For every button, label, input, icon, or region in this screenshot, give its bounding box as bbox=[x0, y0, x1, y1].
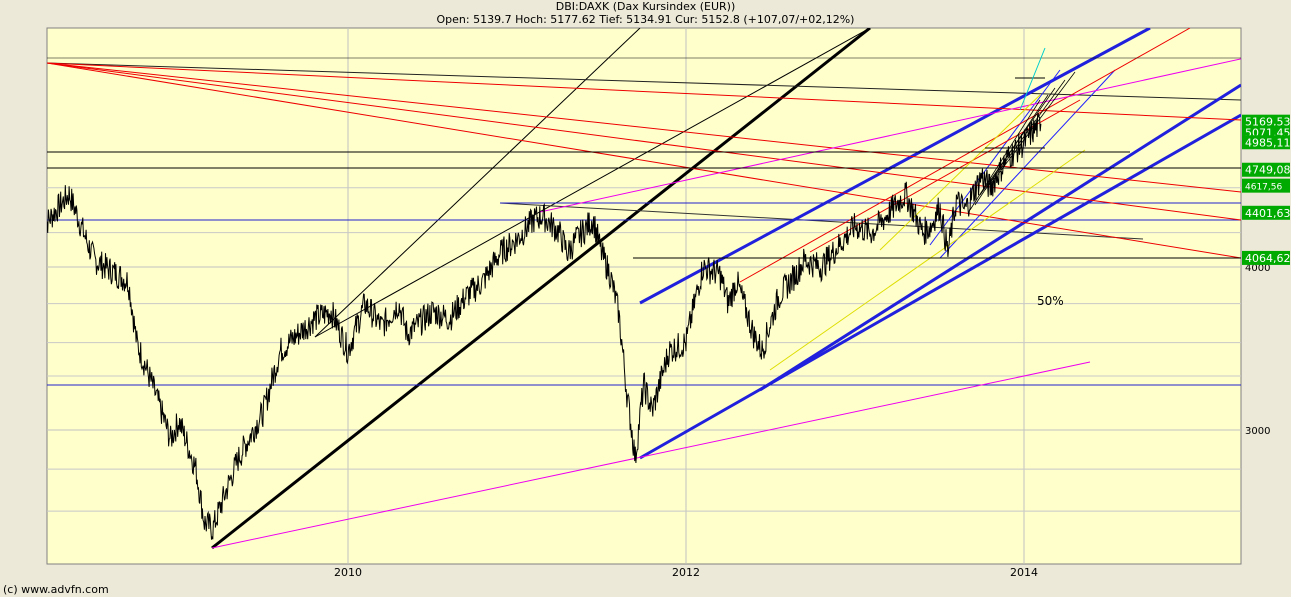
trendline bbox=[879, 94, 1041, 251]
trendline bbox=[314, 28, 871, 338]
price-label-text: 4749,08 bbox=[1245, 164, 1291, 177]
quote-line: Open: 5139.7 Hoch: 5177.62 Tief: 5134.91… bbox=[436, 13, 855, 26]
trendline bbox=[47, 62, 1241, 221]
trendline bbox=[211, 28, 871, 550]
grid-lines bbox=[47, 28, 1241, 564]
trendline bbox=[211, 361, 1091, 549]
trendline bbox=[974, 94, 1049, 206]
trendline bbox=[47, 62, 1241, 193]
chart-title: DBI:DAXK (Dax Kursindex (EUR)) bbox=[555, 0, 736, 13]
price-label-box bbox=[1242, 178, 1290, 193]
trendline bbox=[739, 28, 1191, 283]
trendline bbox=[939, 69, 1116, 259]
price-label: 4617,56 bbox=[1242, 178, 1290, 193]
price-label: 5169,53 bbox=[1242, 114, 1291, 129]
price-label-box bbox=[1242, 205, 1290, 220]
price-label-text: 4064,62 bbox=[1245, 252, 1291, 265]
price-labels: 5169,535071,454985,114749,084617,564401,… bbox=[1242, 114, 1291, 265]
y-tick-label: 3000 bbox=[1245, 426, 1270, 437]
price-label: 4985,11 bbox=[1242, 135, 1291, 150]
trendline bbox=[929, 69, 1061, 246]
trendline bbox=[769, 149, 1086, 371]
price-label-text: 4401,63 bbox=[1245, 207, 1291, 220]
price-label: 4749,08 bbox=[1242, 162, 1291, 177]
price-label-text: 4617,56 bbox=[1245, 183, 1282, 193]
price-label-text: 4985,11 bbox=[1245, 136, 1291, 149]
price-label-box bbox=[1242, 135, 1290, 150]
copyright: (c) www.advfn.com bbox=[3, 583, 109, 596]
trendline bbox=[539, 58, 1241, 213]
price-label: 4401,63 bbox=[1242, 205, 1291, 220]
price-label-box bbox=[1242, 250, 1290, 265]
chart-header: DBI:DAXK (Dax Kursindex (EUR)) Open: 513… bbox=[0, 0, 1291, 26]
price-series-line bbox=[47, 112, 1042, 540]
price-label-box bbox=[1242, 114, 1290, 129]
price-label: 4064,62 bbox=[1242, 250, 1291, 265]
x-axis: 2010 2012 2014 bbox=[334, 566, 1038, 579]
annotation-50-percent: 50% bbox=[1037, 294, 1064, 308]
price-label-box bbox=[1242, 162, 1290, 177]
plot-area bbox=[46, 27, 1242, 565]
price-label-text: 5169,53 bbox=[1245, 116, 1291, 129]
trendline bbox=[47, 62, 1241, 259]
trendline bbox=[47, 62, 1241, 121]
trendline bbox=[639, 113, 1241, 460]
trendline bbox=[759, 83, 1241, 392]
x-tick-label: 2014 bbox=[1010, 566, 1038, 579]
y-tick-label: 4000 bbox=[1245, 263, 1270, 274]
x-tick-label: 2010 bbox=[334, 566, 362, 579]
y-axis: 3000 4000 bbox=[1245, 263, 1270, 437]
x-tick-label: 2012 bbox=[672, 566, 700, 579]
trendline bbox=[639, 28, 1151, 305]
trendline bbox=[1019, 47, 1046, 111]
trendline bbox=[969, 99, 1041, 211]
